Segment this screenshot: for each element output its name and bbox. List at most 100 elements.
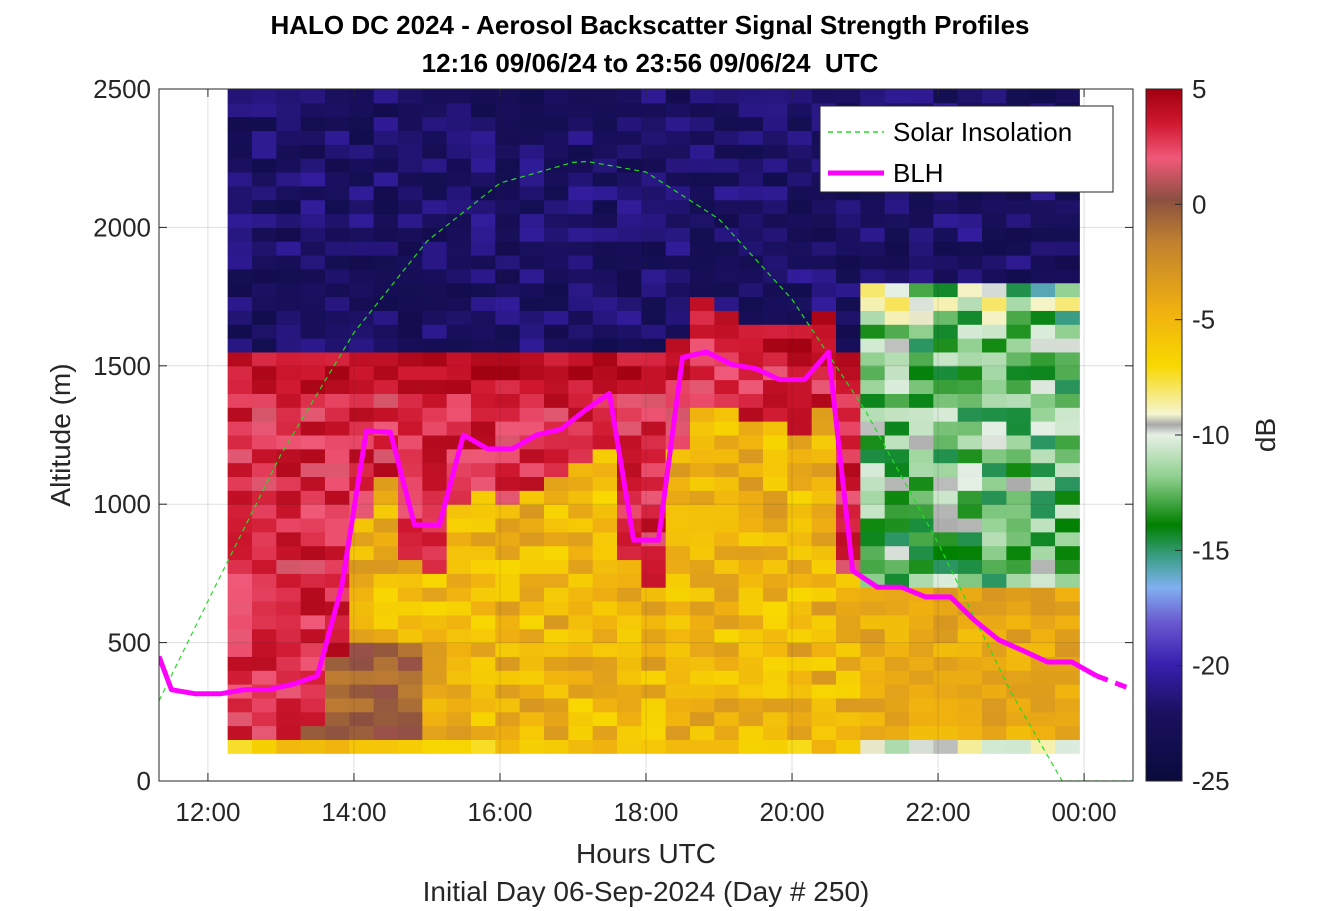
heatmap-cell [251,587,277,602]
heatmap-cell [470,739,496,754]
heatmap-cell [738,296,764,311]
heatmap-cell [1055,628,1080,644]
heatmap-cell [470,656,496,671]
heatmap-cell [1030,310,1056,325]
heatmap-cell [592,158,618,173]
y-tick-label: 1000 [93,489,151,519]
heatmap-cell [860,670,886,685]
heatmap-cell [422,656,448,671]
heatmap-cell [568,393,594,408]
heatmap-cell [641,545,667,561]
heatmap-cell [227,435,253,450]
heatmap-cell [397,697,423,713]
heatmap-cell [787,490,813,505]
heatmap-cell [738,172,764,187]
heatmap-cell [690,199,715,215]
heatmap-cell [787,462,813,478]
heatmap-cell [982,227,1007,242]
heatmap-cell [446,656,472,671]
heatmap-cell [470,310,496,325]
heatmap-cell [1030,89,1056,104]
heatmap-cell [884,531,910,547]
heatmap-cell [568,518,594,533]
heatmap-cell [1055,476,1080,491]
heatmap-cell [787,711,813,727]
heatmap-cell [446,697,472,713]
heatmap-cell [519,241,545,256]
heatmap-cell [616,282,642,298]
heatmap-cell [763,379,788,394]
heatmap-cell [519,338,545,353]
heatmap-cell [763,227,788,242]
heatmap-cell [982,324,1007,339]
heatmap-cell [446,490,472,505]
heatmap-cell [251,490,277,505]
heatmap-cell [251,642,277,657]
heatmap-cell [251,158,277,173]
heatmap-cell [616,670,642,685]
heatmap-cell [957,490,983,505]
heatmap-cell [1030,227,1056,242]
heatmap-cell [860,296,886,311]
heatmap-cell [982,504,1007,519]
heatmap-cell [787,435,813,450]
heatmap-cell [251,365,277,381]
heatmap-cell [227,504,253,519]
heatmap-cell [519,518,545,533]
heatmap-cell [909,351,934,367]
heatmap-cell [470,102,496,118]
heatmap-cell [616,421,642,436]
heatmap-cell [495,697,521,713]
heatmap-cell [1055,642,1080,657]
heatmap-cell [568,711,594,727]
heatmap-cell [543,545,569,561]
heatmap-cell [300,421,326,436]
heatmap-cell [592,185,618,201]
heatmap-cell [446,421,472,436]
heatmap-cell [397,670,423,685]
heatmap-cell [690,185,715,201]
heatmap-cell [276,144,302,159]
heatmap-cell [787,628,813,644]
heatmap-cell [982,684,1007,699]
heatmap-cell [470,116,496,132]
heatmap-cell [957,739,983,754]
heatmap-cell [884,89,910,104]
heatmap-cell [568,559,594,574]
heatmap-cell [957,628,983,644]
heatmap-cell [738,684,764,699]
heatmap-cell [909,462,934,478]
heatmap-cell [568,116,594,132]
heatmap-cell [397,310,423,325]
heatmap-cell [1030,725,1056,740]
heatmap-cell [982,642,1007,657]
heatmap-cell [251,448,277,464]
heatmap-cell [884,476,910,491]
heatmap-cell [909,421,934,436]
heatmap-cell [909,531,934,547]
heatmap-cell [519,393,545,408]
heatmap-cell [251,545,277,561]
heatmap-cell [616,199,642,215]
heatmap-cell [836,324,861,339]
heatmap-cell [957,255,983,270]
heatmap-cell [616,573,642,588]
heatmap-cell [884,739,910,754]
heatmap-cell [397,448,423,464]
heatmap-cell [665,697,691,713]
heatmap-cell [860,213,886,228]
heatmap-cell [641,255,667,270]
heatmap-cell [641,614,667,630]
heatmap-cell [738,476,764,491]
heatmap-cell [397,185,423,201]
heatmap-cell [690,628,715,644]
heatmap-cell [641,130,667,145]
heatmap-cell [763,116,788,132]
heatmap-cell [714,213,740,228]
heatmap-cell [324,310,350,325]
heatmap-cell [616,407,642,422]
heatmap-cell [811,255,837,270]
heatmap-cell [909,684,934,699]
heatmap-cell [957,656,983,671]
heatmap-cell [300,268,326,284]
